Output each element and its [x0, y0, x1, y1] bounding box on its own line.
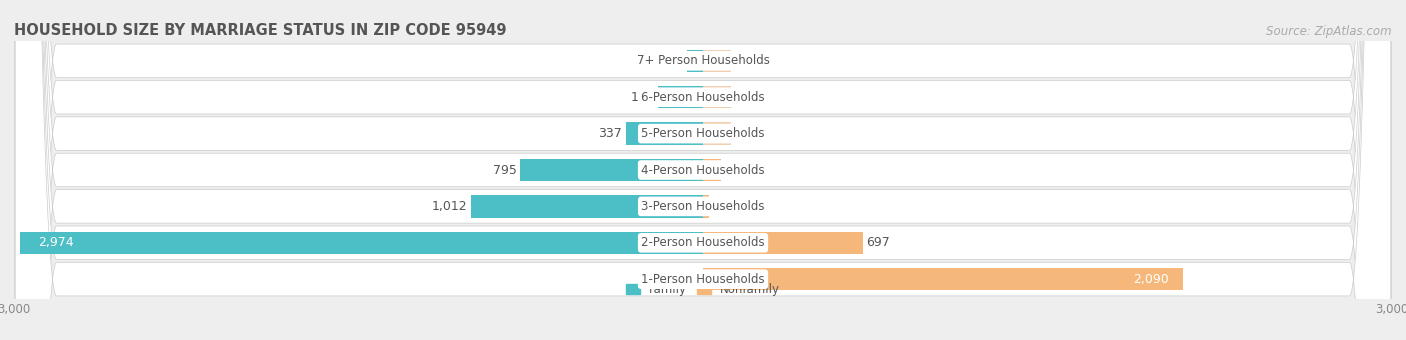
- Bar: [471, 195, 703, 218]
- Text: 0: 0: [734, 127, 742, 140]
- Bar: [703, 195, 709, 218]
- Bar: [703, 86, 731, 108]
- FancyBboxPatch shape: [15, 0, 1391, 340]
- Bar: [703, 50, 731, 72]
- Text: 337: 337: [599, 127, 623, 140]
- Text: 6-Person Households: 6-Person Households: [641, 91, 765, 104]
- Text: HOUSEHOLD SIZE BY MARRIAGE STATUS IN ZIP CODE 95949: HOUSEHOLD SIZE BY MARRIAGE STATUS IN ZIP…: [14, 23, 506, 38]
- Legend: Family, Nonfamily: Family, Nonfamily: [626, 283, 780, 296]
- FancyBboxPatch shape: [15, 0, 1391, 340]
- Bar: [703, 159, 721, 181]
- Text: Source: ZipAtlas.com: Source: ZipAtlas.com: [1267, 25, 1392, 38]
- Text: 0: 0: [734, 91, 742, 104]
- Text: 1,012: 1,012: [432, 200, 467, 213]
- Text: 2-Person Households: 2-Person Households: [641, 236, 765, 249]
- Bar: [703, 232, 863, 254]
- Bar: [688, 50, 703, 72]
- Bar: [20, 232, 703, 254]
- Bar: [658, 86, 703, 108]
- Text: 697: 697: [866, 236, 890, 249]
- Bar: [626, 122, 703, 145]
- Text: 3-Person Households: 3-Person Households: [641, 200, 765, 213]
- FancyBboxPatch shape: [15, 0, 1391, 340]
- FancyBboxPatch shape: [15, 0, 1391, 340]
- FancyBboxPatch shape: [15, 0, 1391, 340]
- Text: 4-Person Households: 4-Person Households: [641, 164, 765, 176]
- FancyBboxPatch shape: [15, 0, 1391, 340]
- FancyBboxPatch shape: [15, 0, 1391, 340]
- Text: 795: 795: [494, 164, 517, 176]
- Text: 0: 0: [734, 54, 742, 67]
- Text: 1-Person Households: 1-Person Households: [641, 273, 765, 286]
- Text: 25: 25: [713, 200, 728, 213]
- Text: 196: 196: [631, 91, 655, 104]
- Text: 2,090: 2,090: [1133, 273, 1170, 286]
- Text: 5-Person Households: 5-Person Households: [641, 127, 765, 140]
- Text: 68: 68: [668, 54, 683, 67]
- Text: 7+ Person Households: 7+ Person Households: [637, 54, 769, 67]
- Text: 79: 79: [724, 164, 741, 176]
- Bar: [520, 159, 703, 181]
- Text: 2,974: 2,974: [38, 236, 75, 249]
- Bar: [703, 268, 1182, 290]
- Bar: [703, 122, 731, 145]
